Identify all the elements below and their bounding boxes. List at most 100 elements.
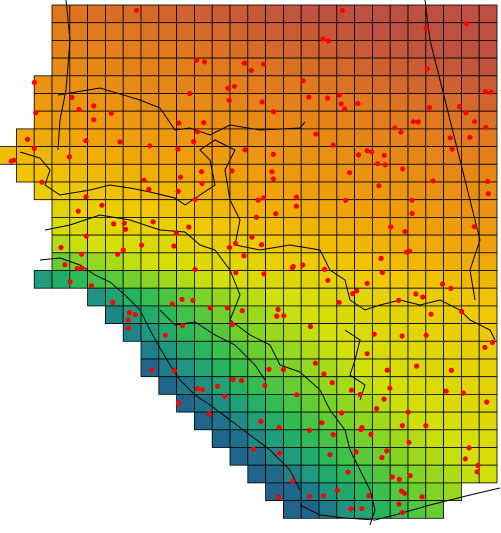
grid-cell [478,429,498,448]
station-dot [250,446,256,452]
border [299,487,501,521]
station-dot [348,506,354,512]
grid-cells [0,4,498,519]
grid-cell [300,270,320,289]
station-dot [126,310,133,316]
grid-cell [443,447,462,466]
station-dot [405,409,411,415]
grid-cell [443,252,462,271]
grid-cell [443,429,462,448]
grid-cell [282,4,302,24]
station-dot [321,371,327,377]
grid-cell [425,128,444,147]
grid-cell [354,464,373,484]
grid-cell [158,376,178,395]
border [299,371,376,526]
station-dot [378,255,384,261]
grid-cell [69,270,89,289]
station-dot [330,142,336,148]
grid-cell [69,40,89,59]
grid-cell [407,340,427,360]
grid-cell [33,93,53,112]
grid-cell [318,376,338,395]
grid-cell [460,340,480,360]
grid-cell [193,199,213,218]
grid-cell [282,75,302,94]
station-dot [231,83,238,89]
grid-cell [371,4,391,24]
grid-cell [122,323,142,342]
grid-cell [247,4,267,24]
station-dot [376,183,382,189]
station-dot [108,110,114,116]
grid-cell [478,447,498,466]
station-dot [325,95,331,101]
station-dot [398,488,405,494]
station-dot [294,392,300,398]
station-dot [290,478,296,484]
grid-cell [407,4,427,24]
station-dot [239,308,245,314]
grid-cell [425,252,444,271]
border [349,299,496,341]
grid-cell [176,340,195,360]
station-dot [162,332,168,338]
grid-cell [371,305,391,324]
station-dot [226,244,233,251]
station-dot [336,299,342,305]
grid-cell [51,199,71,218]
station-dot [171,368,178,374]
station-dot [471,119,478,125]
grid-cell [425,199,444,218]
grid-cell [211,429,231,448]
grid-cell [193,110,213,130]
grid-cell [443,234,462,254]
grid-cell [282,234,302,254]
station-dot [364,148,370,154]
grid-cell [407,270,427,289]
grid-cell [193,358,213,378]
grid-cell [247,305,267,324]
grid-cell [122,40,142,59]
grid-cell [176,22,195,41]
grid-cell [15,163,35,183]
station-dot [313,131,319,137]
station-dot [484,399,490,405]
station-dot [83,233,89,239]
station-dot [381,152,387,158]
station-dot [270,151,276,157]
station-dot [270,176,276,182]
grid-cell [282,393,302,413]
grid-cell [407,393,427,413]
station-dot [325,38,331,44]
grid-cell [336,305,355,324]
grid-cell [478,128,498,147]
grid-cell [318,181,338,201]
grid-cell [282,447,302,466]
grid-cell [105,163,124,183]
station-dot [175,146,181,152]
station-dot [339,7,346,14]
grid-cell [33,270,53,289]
station-dot [375,161,381,167]
grid-cell [211,270,231,289]
grid-cell [193,270,213,289]
grid-cell [336,128,355,147]
grid-cell [140,40,160,59]
station-dot [88,283,95,289]
station-dot [485,191,491,197]
grid-cell [211,287,231,307]
station-dot [413,291,419,297]
grid-cell [371,22,391,41]
grid-cell [122,4,142,24]
grid-cell [425,234,444,254]
grid-cell [336,40,355,59]
station-dot [75,208,81,214]
grid-cell [478,110,498,130]
grid-cell [33,75,53,94]
grid-cell [478,270,498,289]
grid-cell [87,199,106,218]
grid-cell [211,75,231,94]
station-dot [293,203,299,209]
grid-cell [425,376,444,395]
